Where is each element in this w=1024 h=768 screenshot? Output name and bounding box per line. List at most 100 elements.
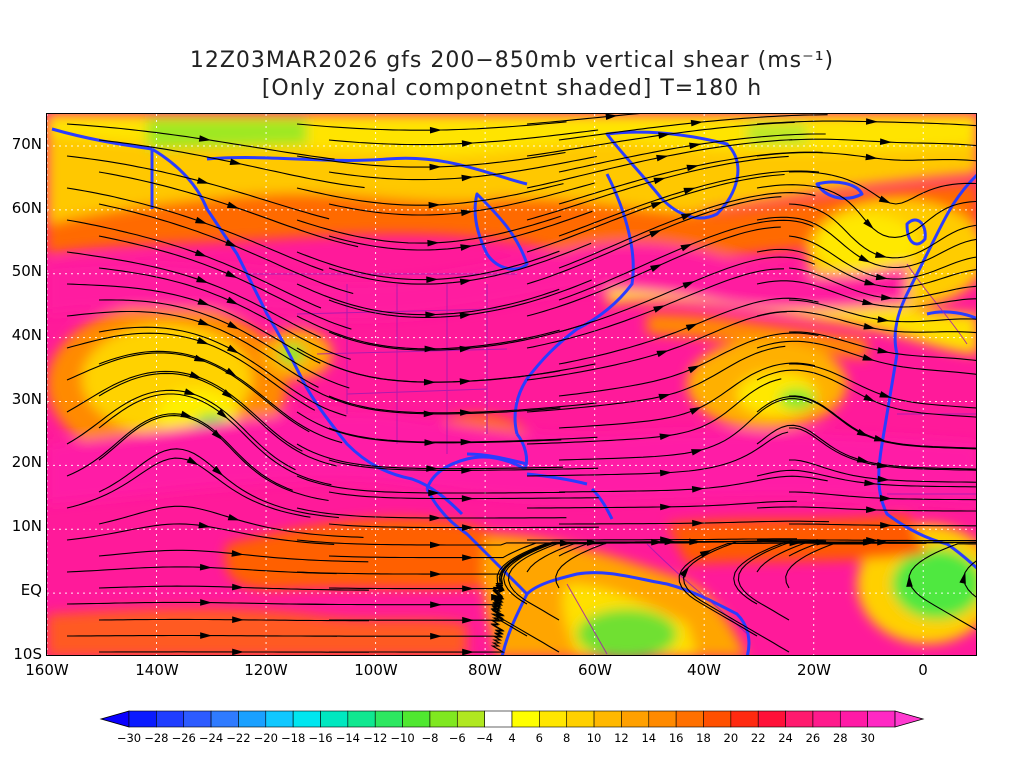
lat-label-eq: EQ [20,581,42,599]
streamline-arrow [683,187,696,195]
lon-label-160w: 160W [25,661,69,679]
chart-title-line2: [Only zonal componetnt shaded] T=180 h [261,76,763,101]
streamline-arrow [226,296,239,305]
lat-label-30n: 30N [11,390,42,408]
colorbar-cell [238,710,267,728]
streamline-arrow [680,243,693,252]
streamline-arrow [863,218,874,230]
streamline-arrow [459,312,472,319]
streamline-arrow [659,469,673,477]
colorbar-cell [566,710,595,728]
streamline-arrow [650,201,664,209]
lon-label-140w: 140W [135,661,179,679]
colorbar-tick-label: −6 [448,731,466,745]
streamline-arrow [874,251,888,258]
streamline-arrow [194,249,208,257]
streamline-arrow [430,601,443,609]
colorbar-tick-label: 12 [614,731,629,745]
streamline-arrow [864,278,877,286]
streamline-arrow [679,566,690,578]
lat-label-70n: 70N [11,135,42,153]
colorbar-cell [292,710,321,728]
lat-label-10s: 10S [13,645,42,663]
streamline-arrow [200,599,213,606]
streamline-arrow [428,201,441,209]
streamline-arrow [878,195,891,204]
colorbar-cell [484,710,513,728]
streamline-arrow [880,294,894,301]
colorbar-cell [539,710,568,728]
colorbar-cell [593,710,622,728]
streamline-arrow [430,541,442,549]
streamline-arrow [180,410,193,418]
streamline-arrow [653,177,666,185]
streamline-arrow [459,378,472,385]
colorbar-tick-label: −30 [116,731,142,745]
streamline-arrow [461,495,474,502]
streamline-arrow [430,570,443,578]
streamline-arrow [856,428,869,437]
colorbar-tick-label: 4 [508,731,516,745]
chart-title-line1: 12Z03MAR2026 gfs 200−850mb vertical shea… [189,48,835,73]
lat-label-10n: 10N [11,517,42,535]
colorbar-tick-label: −10 [390,731,415,745]
streamline-arrow [686,164,699,172]
colorbar-tick-label: 20 [723,731,739,745]
streamline-arrow [200,632,213,639]
colorbar-cell [621,710,650,728]
colorbar-tick-label: 28 [832,731,848,745]
colorbar-cell [183,710,212,728]
colorbar-cell [429,710,458,728]
streamline-arrow [426,276,439,283]
streamline-arrow [879,138,892,146]
streamline-arrow [865,153,878,161]
lat-label-60n: 60N [11,199,42,217]
streamline-arrow [226,201,240,209]
streamline-arrow [863,322,876,330]
colorbar-cell [128,710,157,728]
colorbar-cell [511,710,540,728]
streamline-arrow [685,323,698,331]
streamline-arrow [650,264,663,272]
streamline-arrow [459,345,472,353]
streamline-arrow [656,350,669,358]
streamline-arrow [689,142,702,150]
streamline-arrow [221,389,234,399]
streamline-arrow [462,554,475,561]
streamline-arrow [959,571,966,584]
map-panel [46,113,977,656]
colorbar-tick-label: −4 [476,731,494,745]
streamline-arrow [879,494,892,502]
lon-label-0: 0 [918,661,928,679]
streamline-arrow [229,158,242,165]
colorbar-tick-label: 6 [535,731,543,745]
colorbar-cell [320,710,349,728]
colorbar-tick-label: 14 [641,731,657,745]
streamline-arrow [687,365,701,374]
streamline-arrow [460,244,473,251]
streamline-arrow [232,616,245,624]
colorbar-max-arrow [894,710,925,728]
streamline-arrow [428,489,441,497]
streamline-arrow [461,174,474,182]
streamline-arrow [462,585,475,592]
colorbar-tick-label: −24 [198,731,224,745]
lon-label-20w: 20W [797,661,831,679]
streamline-arrow [197,318,211,326]
streamline-arrow [491,593,504,601]
streamline [490,543,606,637]
streamline-arrow [424,439,437,446]
streamline-arrow [863,393,876,402]
colorbar-cell [839,710,868,728]
streamline-arrow [225,239,238,247]
streamline [490,541,579,653]
streamline-arrow [226,344,239,354]
streamline-arrow [691,485,704,493]
colorbar-cell [210,710,239,728]
graticule [47,114,976,655]
streamline-arrow [699,549,712,558]
colorbar-tick-label: −20 [253,731,278,745]
lon-label-80w: 80W [468,661,502,679]
colorbar-tick-label: 30 [860,731,875,745]
